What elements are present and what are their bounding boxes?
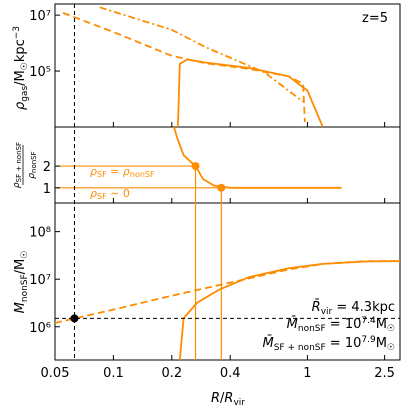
top-series-dashed-1 [62,12,306,123]
legend-mnonsf: M̄nonSF = 107.4M☉ [287,316,395,334]
x-axis-label: R/Rvir [211,391,245,408]
svg-text:ρnonSF: ρnonSF [27,151,38,178]
xtick-label-4: 1 [303,366,311,381]
bot-ytick-label-1: 10⁷ [29,273,51,288]
top-series-solid-2 [177,58,324,127]
top-ylabel: ρgas/M☉kpc−3 [12,26,30,110]
xtick-label-3: 0.4 [220,366,241,381]
xtick-label-5: 2.5 [374,366,395,381]
xtick-label-1: 0.1 [103,366,124,381]
bottom-series-group [55,260,400,360]
top-series-group [62,6,324,127]
mid-series-solid-0 [173,127,342,189]
bot-ytick-label-2: 10⁸ [29,226,51,241]
svg-text:ρSF + nonSF: ρSF + nonSF [12,142,23,188]
mid-ytick-label-1: 2 [43,160,51,175]
mid-ytick-label-0: 1 [43,182,51,197]
middle-marker-1 [217,183,226,192]
middle-panel: 12 [43,127,342,360]
legend-rvir: R̄vir = 4.3kpc [312,300,395,317]
bottom-ylabel: MnonSF/M☉ [13,251,30,314]
redshift-annotation: z=5 [362,11,388,26]
top-ytick-label-1: 10⁷ [29,9,51,24]
middle-series-group [55,127,342,189]
bottom-panel-frame [54,202,401,361]
xtick-label-2: 0.2 [161,366,182,381]
bottom-panel: 10⁶ 10⁷ 10⁸ 0.05 0.1 0.2 0.4 1 2.5 [29,4,400,381]
legend-mtotal: M̄SF + nonSF = 107.9M☉ [262,335,395,353]
xtick-label-0: 0.05 [41,366,70,381]
bot-ytick-label-0: 10⁶ [29,321,51,336]
top-series-dashdot-0 [99,6,304,103]
bot-series-solid-1 [178,260,400,360]
top-ytick-label-0: 10⁵ [29,65,51,80]
middle-ylabel: ρSF + nonSF ρnonSF [12,142,38,188]
annotation-rho-equal: ρSF = ρnonSF [90,165,155,179]
bottom-marker [70,314,79,323]
top-panel: 10⁵ 10⁷ [29,6,324,127]
annotation-rho-zero: ρSF ∼ 0 [90,187,130,201]
middle-marker-0 [191,162,200,171]
